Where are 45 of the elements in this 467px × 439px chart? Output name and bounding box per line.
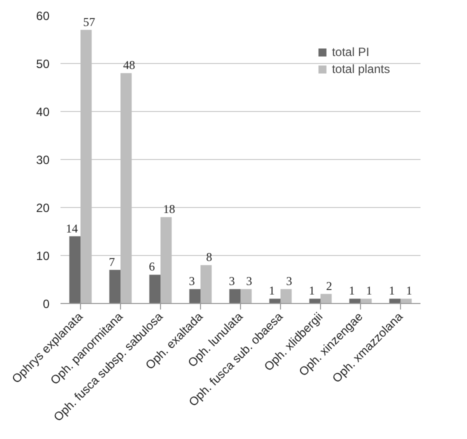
data-label: 1 <box>268 284 275 298</box>
bar <box>160 217 172 304</box>
y-tick-label: 20 <box>36 201 50 215</box>
data-label: 18 <box>163 202 176 216</box>
data-label: 3 <box>188 274 195 288</box>
data-label: 1 <box>388 284 395 298</box>
data-label: 2 <box>326 278 332 293</box>
bar <box>400 298 412 304</box>
data-label: 1 <box>406 284 412 298</box>
y-tick-label: 30 <box>36 153 50 167</box>
bar <box>360 298 372 304</box>
y-tick-label: 60 <box>36 9 50 23</box>
data-label: 1 <box>348 284 355 298</box>
bar <box>109 270 120 304</box>
data-label: 3 <box>228 274 235 288</box>
data-label: 48 <box>123 58 136 72</box>
bar <box>229 289 240 304</box>
legend-label: total PI <box>332 45 370 59</box>
bar <box>120 73 132 304</box>
bar <box>269 298 280 304</box>
data-label: 1 <box>366 284 372 298</box>
bar <box>80 30 92 304</box>
y-tick-label: 0 <box>42 297 50 311</box>
y-tick-label: 50 <box>36 57 50 71</box>
data-label: 3 <box>286 274 292 288</box>
y-tick-label: 40 <box>36 105 50 119</box>
bar <box>389 298 400 304</box>
data-label: 57 <box>83 14 96 29</box>
bar <box>189 289 200 304</box>
bar <box>309 298 320 304</box>
bar <box>200 265 212 304</box>
bar <box>320 294 332 304</box>
y-tick-label: 10 <box>36 249 50 263</box>
data-label: 8 <box>206 250 212 264</box>
data-label: 6 <box>148 260 155 274</box>
bar <box>280 289 292 304</box>
data-label: 3 <box>246 274 252 288</box>
data-label: 7 <box>108 254 115 269</box>
legend-label: total plants <box>332 62 390 76</box>
bar <box>240 289 252 304</box>
bar <box>149 274 160 304</box>
bar <box>69 236 80 304</box>
data-label: 1 <box>308 284 315 298</box>
data-label: 14 <box>66 221 78 236</box>
bar <box>349 298 360 304</box>
